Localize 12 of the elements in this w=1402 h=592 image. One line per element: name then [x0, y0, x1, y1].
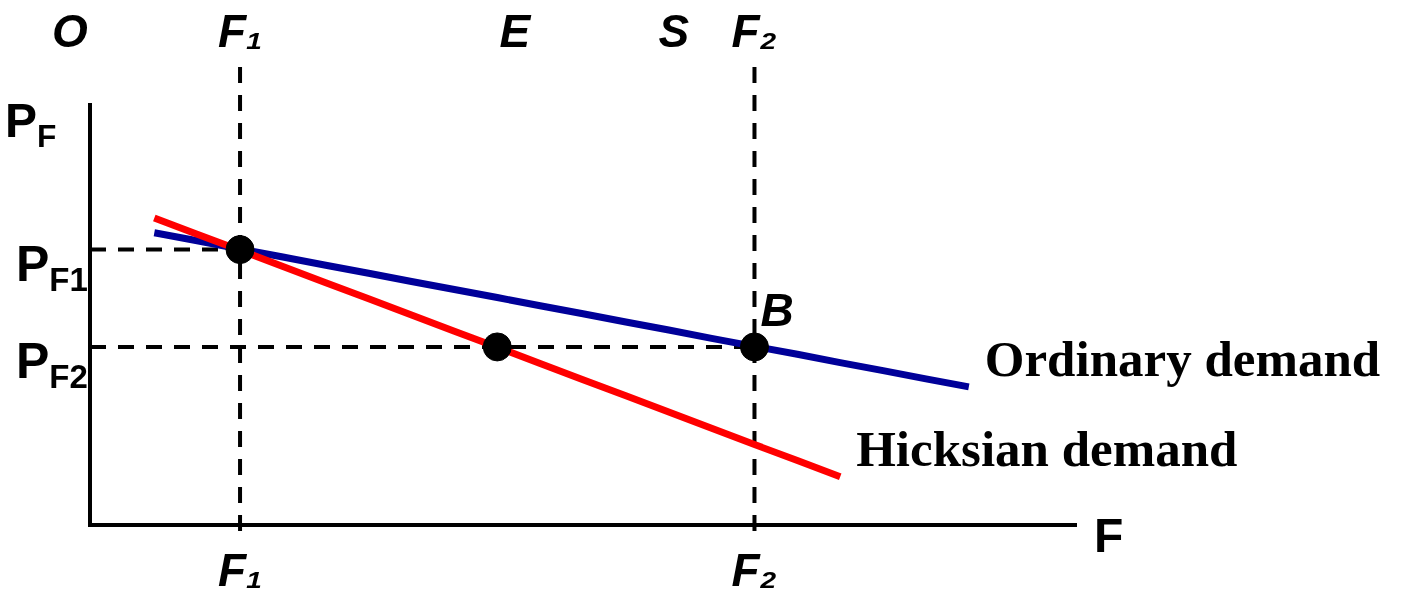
text: S — [658, 4, 690, 58]
text: O — [52, 4, 88, 58]
ref-line-label: P$_{F1}$ — [16, 234, 88, 298]
text: F₂ — [731, 5, 778, 57]
y-axis-title: P$_{F}$ — [5, 92, 57, 153]
ref-line-label: P$_{F2}$ — [16, 331, 88, 395]
text: E — [499, 4, 531, 58]
text: F₁ — [218, 5, 263, 57]
x-axis-title: F — [1094, 507, 1124, 563]
series-label: Ordinary demand — [984, 329, 1381, 388]
annotation: B — [760, 282, 794, 337]
series-label: Hicksian demand — [856, 419, 1238, 478]
